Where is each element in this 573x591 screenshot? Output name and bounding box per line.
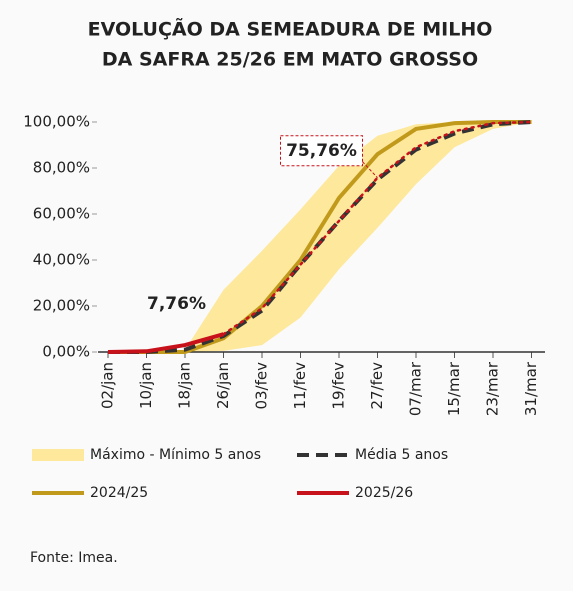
x-tick-label: 23/mar <box>484 361 502 416</box>
y-tick-label: 20,00% <box>33 297 90 315</box>
series-line <box>108 120 532 354</box>
legend-label: 2024/25 <box>90 485 148 501</box>
x-tick-label: 03/fev <box>253 362 271 410</box>
x-tick-label: 26/jan <box>214 362 232 409</box>
legend-label: Máximo - Mínimo 5 anos <box>90 447 261 463</box>
x-tick-label: 15/mar <box>445 361 463 416</box>
x-tick-label: 19/fev <box>330 362 348 410</box>
source: Fonte: Imea. <box>30 550 118 566</box>
legend-swatch <box>32 449 84 461</box>
y-tick-label: 60,00% <box>33 205 90 223</box>
label-leader <box>362 161 378 179</box>
x-tick-label: 11/fev <box>291 362 309 410</box>
label-box <box>280 135 363 167</box>
data-label: 75,76% <box>286 141 357 161</box>
range-band <box>108 122 532 352</box>
chart-title: EVOLUÇÃO DA SEMEADURA DE MILHO <box>88 17 493 41</box>
y-tick-label: 0,00% <box>42 343 90 361</box>
legend-label: Média 5 anos <box>355 447 448 463</box>
x-tick-label: 10/jan <box>137 362 155 409</box>
x-tick-label: 07/mar <box>407 361 425 416</box>
x-tick-label: 27/fev <box>368 362 386 410</box>
x-tick-label: 31/mar <box>522 361 540 416</box>
series-line <box>222 120 533 336</box>
chart-title: DA SAFRA 25/26 EM MATO GROSSO <box>102 49 478 71</box>
y-tick-label: 40,00% <box>33 251 90 269</box>
series-line <box>107 332 225 354</box>
y-tick-label: 80,00% <box>33 159 90 177</box>
y-tick-label: 100,00% <box>23 113 90 131</box>
x-tick-label: 18/jan <box>176 362 194 409</box>
legend-label: 2025/26 <box>355 485 413 501</box>
x-tick-label: 02/jan <box>99 362 117 409</box>
data-label: 7,76% <box>147 294 206 314</box>
